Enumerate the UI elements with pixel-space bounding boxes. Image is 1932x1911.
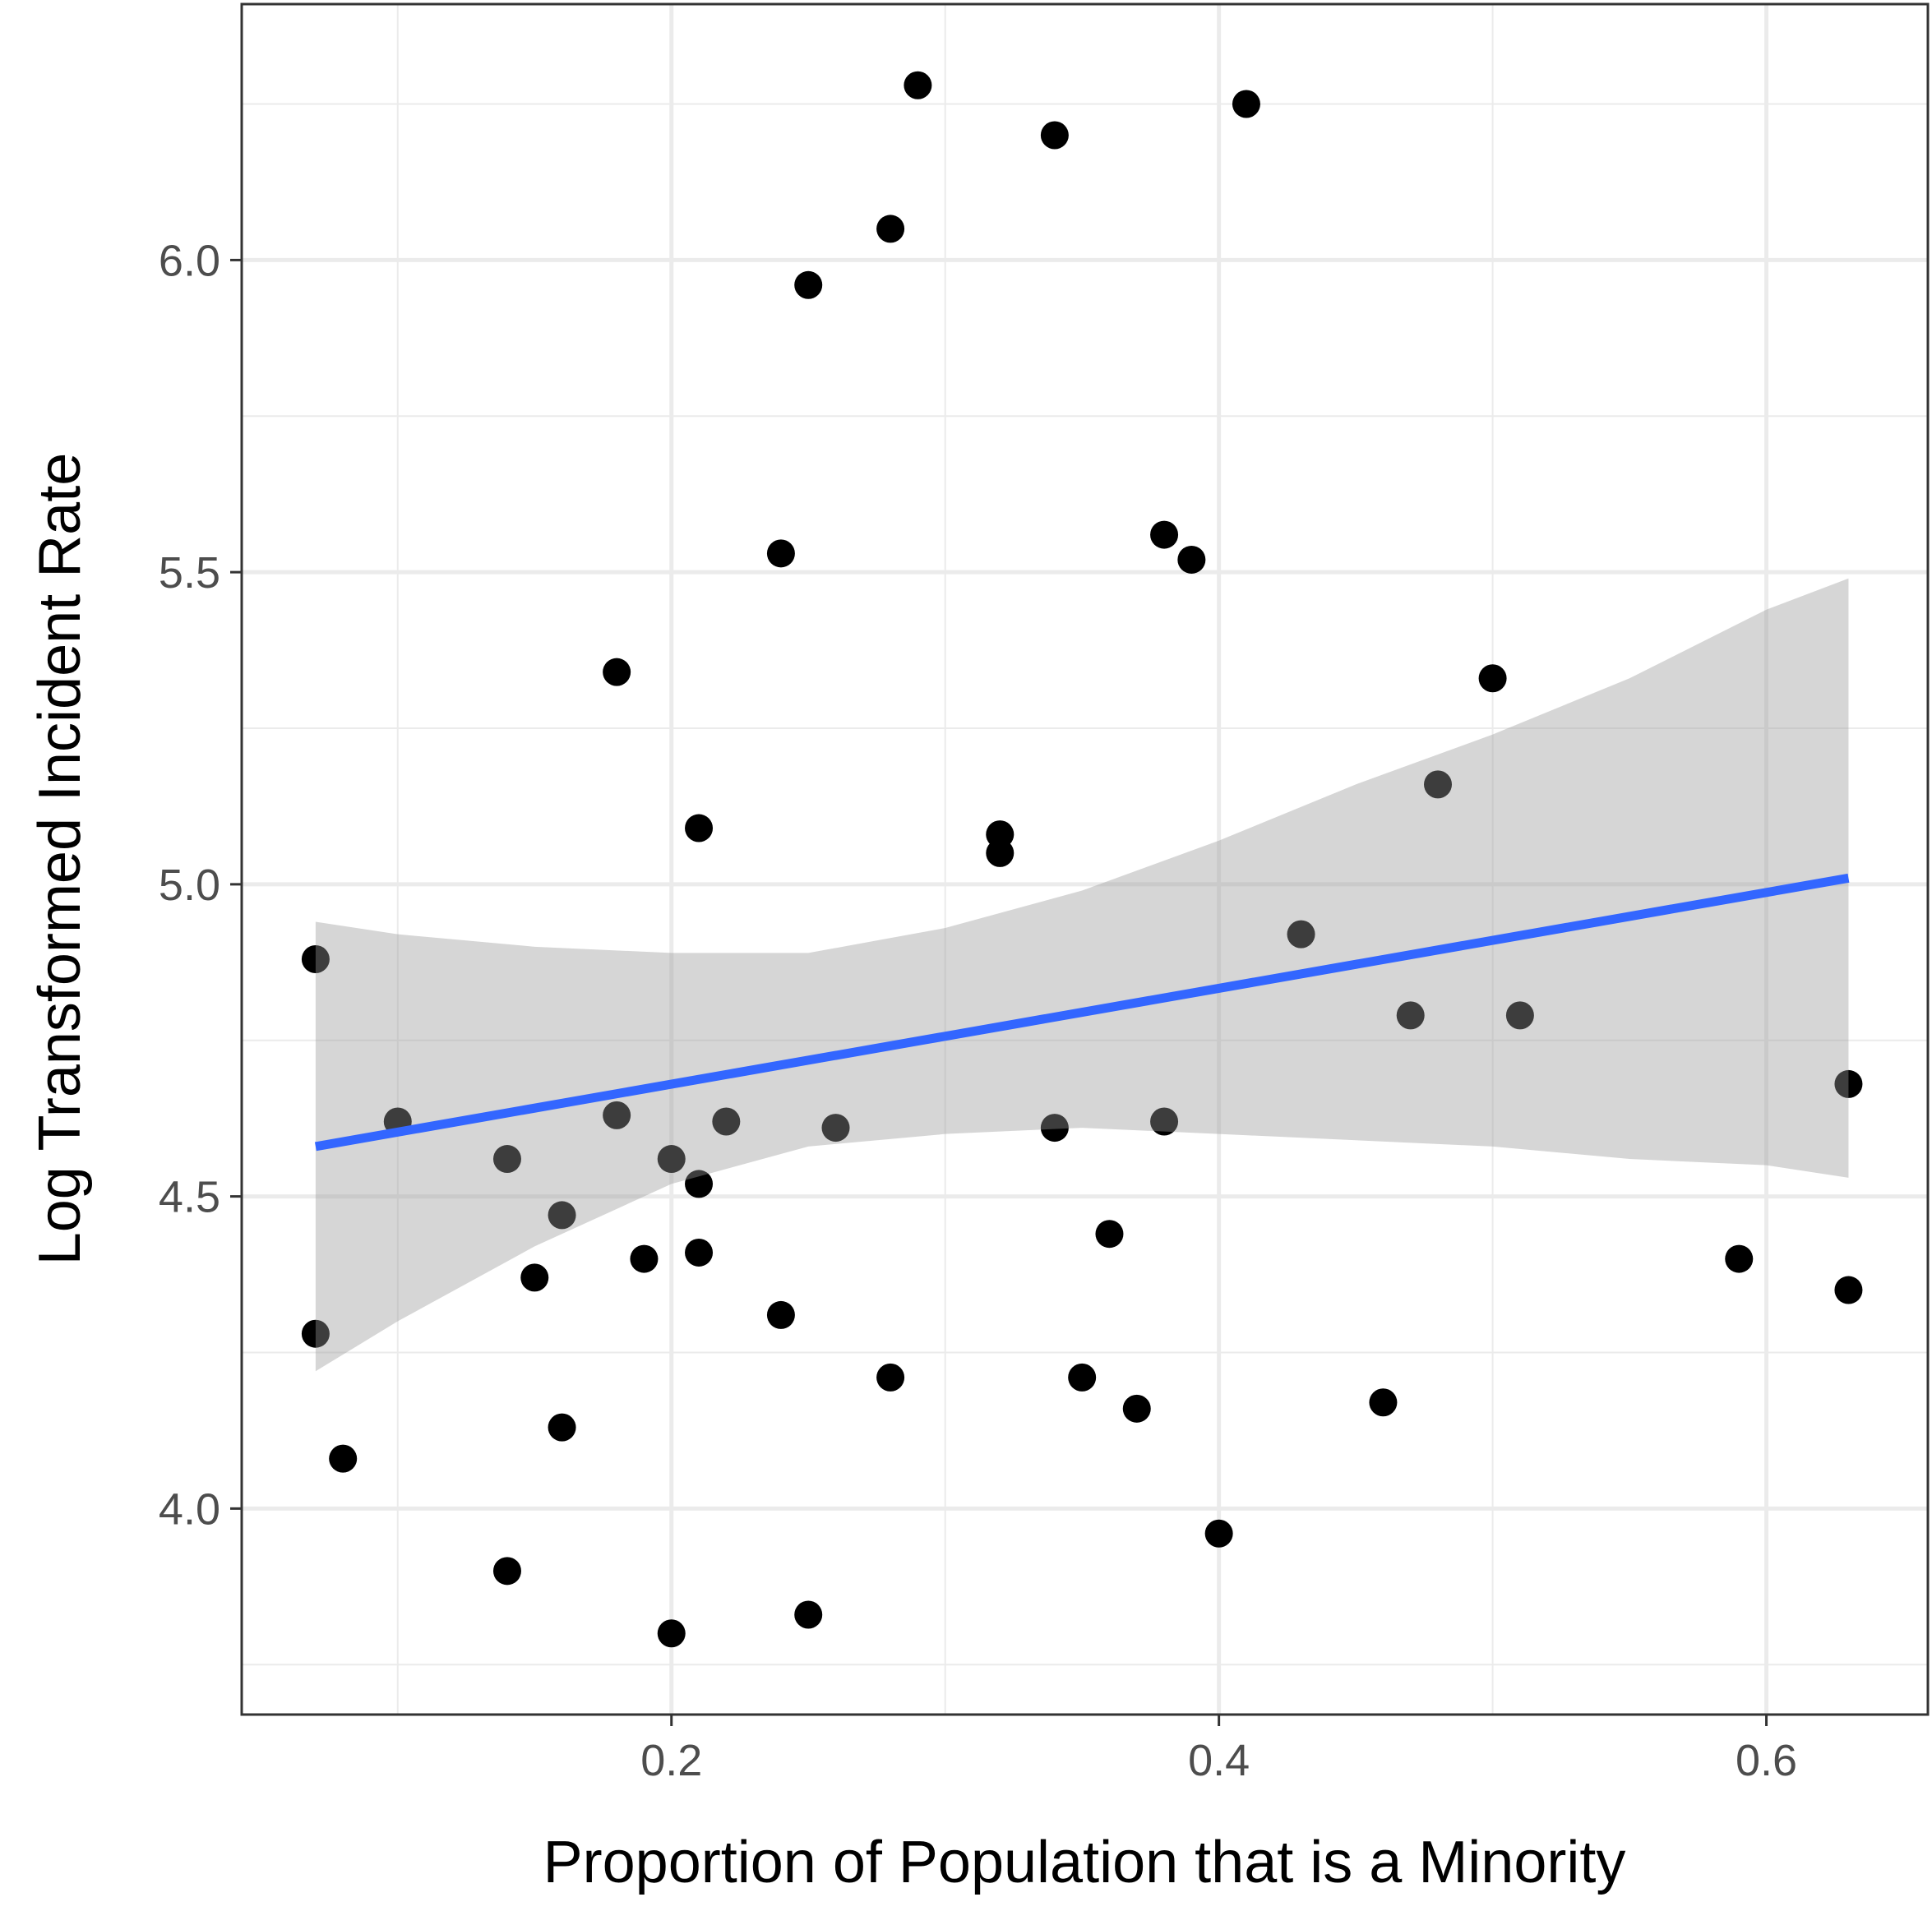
data-point — [548, 1201, 576, 1230]
data-point — [301, 945, 330, 974]
data-point — [1478, 664, 1507, 693]
data-point — [1834, 1069, 1863, 1098]
data-point — [1204, 1519, 1233, 1548]
data-point — [685, 1238, 714, 1267]
y-tick-label: 6.0 — [159, 236, 220, 285]
y-axis-title: Log Transformed Incident Rate — [27, 453, 93, 1266]
y-tick-label: 5.0 — [159, 861, 220, 910]
data-point — [685, 814, 714, 842]
data-point — [712, 1107, 741, 1136]
data-point — [603, 658, 631, 686]
data-point — [794, 270, 823, 299]
x-axis-ticks: 0.2 0.4 0.6 — [640, 1715, 1797, 1785]
data-point — [1424, 770, 1453, 799]
regression-line — [314, 873, 1850, 1152]
data-point — [492, 1557, 521, 1586]
y-axis-ticks: 4.0 4.5 5.0 5.5 6.0 — [159, 236, 242, 1534]
y-tick-label: 4.0 — [159, 1484, 220, 1534]
plot-background — [242, 4, 1928, 1715]
data-point — [766, 1300, 795, 1329]
data-point — [685, 1170, 714, 1198]
data-point — [603, 1101, 631, 1129]
data-point — [548, 1413, 576, 1442]
data-point — [766, 539, 795, 568]
data-point — [1505, 1001, 1534, 1030]
data-point — [1725, 1244, 1754, 1273]
minor-gridlines — [242, 4, 1928, 1715]
y-tick-label: 5.5 — [159, 548, 220, 598]
data-point — [1068, 1363, 1097, 1392]
data-point — [520, 1263, 549, 1292]
data-point — [1150, 520, 1179, 549]
x-tick-label: 0.2 — [640, 1736, 702, 1785]
data-point — [904, 71, 932, 99]
data-point — [1396, 1001, 1425, 1030]
data-point — [1040, 121, 1069, 150]
confidence-band — [315, 578, 1849, 1372]
data-point — [657, 1619, 686, 1648]
x-tick-label: 0.6 — [1736, 1736, 1797, 1785]
data-point — [1095, 1220, 1124, 1249]
data-point — [329, 1444, 358, 1473]
data-point — [1177, 545, 1206, 574]
data-points — [301, 71, 1863, 1648]
data-point — [1040, 1114, 1069, 1142]
data-point — [876, 1363, 905, 1392]
data-point — [821, 1114, 850, 1142]
data-point — [630, 1244, 659, 1273]
data-point — [1122, 1394, 1151, 1423]
data-point — [657, 1145, 686, 1174]
data-point — [876, 215, 905, 243]
data-point — [1232, 90, 1260, 118]
data-point — [1834, 1276, 1863, 1304]
x-axis-title: Proportion of Population that is a Minor… — [543, 1830, 1626, 1895]
data-point — [986, 838, 1015, 867]
x-tick-label: 0.4 — [1188, 1736, 1250, 1785]
y-tick-label: 4.5 — [159, 1173, 220, 1222]
data-point — [1369, 1388, 1398, 1417]
data-point — [301, 1319, 330, 1348]
major-gridlines — [242, 4, 1928, 1715]
plot-border — [240, 2, 1930, 1716]
data-point — [1287, 920, 1315, 949]
data-point — [492, 1145, 521, 1174]
data-point — [1150, 1107, 1179, 1136]
data-point — [794, 1600, 823, 1629]
